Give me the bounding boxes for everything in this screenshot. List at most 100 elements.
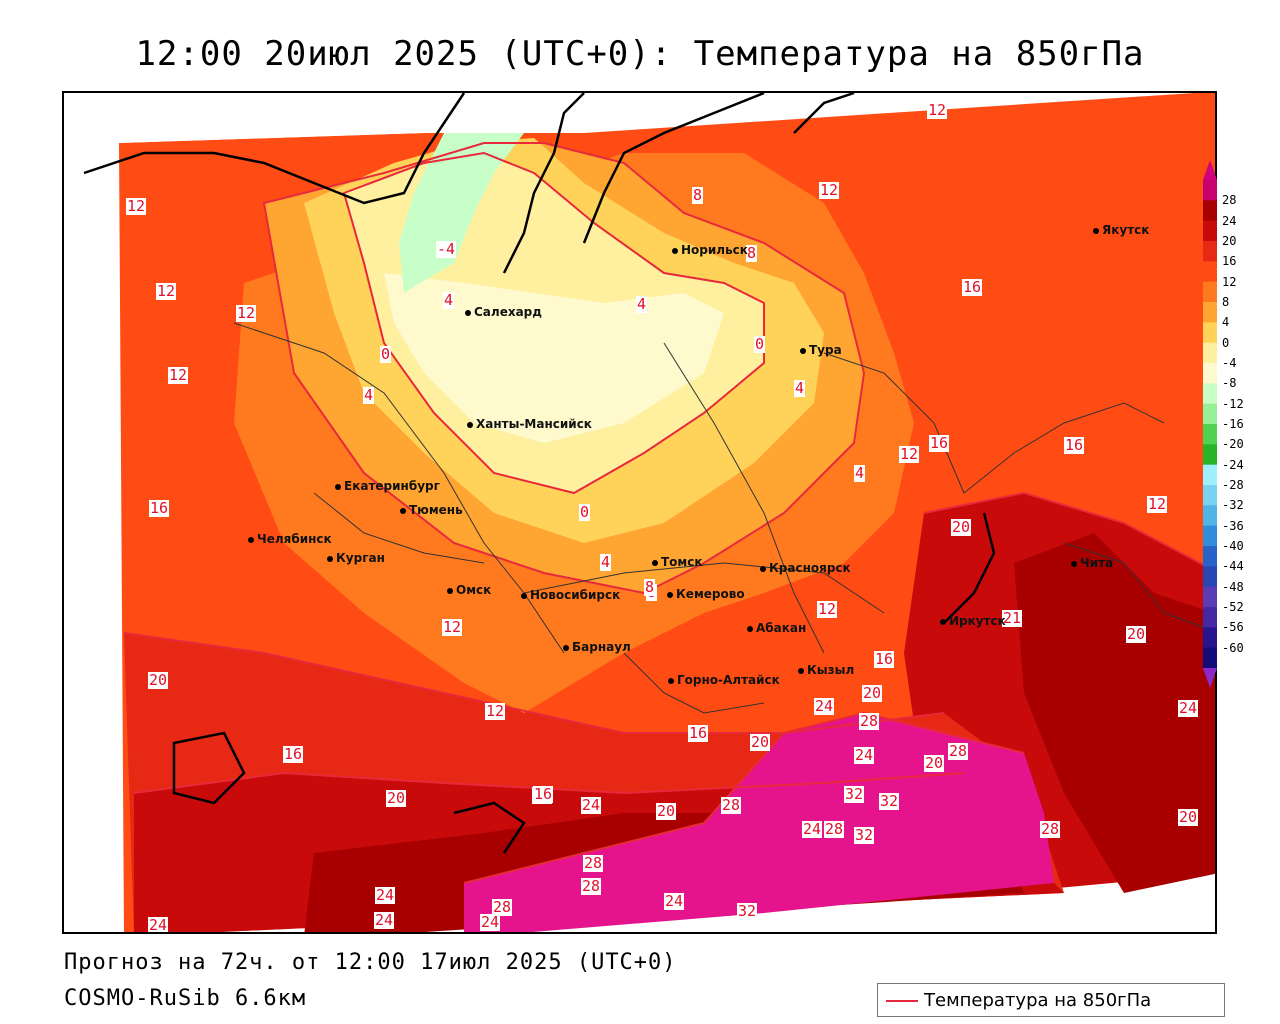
colorbar-arrow-top	[1203, 160, 1217, 180]
city-chita: Чита	[1070, 556, 1114, 570]
contour-label: 4	[363, 386, 375, 404]
contour-label: 12	[899, 445, 920, 463]
contour-label: 20	[1126, 625, 1147, 643]
model-name: COSMO-RuSib 6.6км	[64, 986, 307, 1011]
contour-label: 32	[844, 785, 865, 803]
contour-label: 16	[283, 745, 304, 763]
contour-label: 24	[664, 892, 685, 910]
contour-label: 4	[636, 295, 648, 313]
contour-label: 32	[854, 826, 875, 844]
colorbar-swatch	[1203, 180, 1217, 201]
city-khanty-mansiysk: Ханты-Мансийск	[467, 417, 592, 431]
city-krasnoyarsk: Красноярск	[760, 561, 851, 575]
colorbar-tick-label: -28	[1222, 478, 1244, 492]
colorbar-tick-label: 20	[1222, 234, 1237, 248]
contour-label: 24	[374, 911, 395, 929]
contour-label: 20	[656, 802, 677, 820]
contour-label: 20	[750, 733, 771, 751]
contour-label: 0	[579, 503, 591, 521]
contour-label: 28	[824, 820, 845, 838]
temperature-map[interactable]: 12 12 8 12 8 -4 4 12 12 16 0 0 4 4 12 16…	[62, 91, 1217, 934]
contour-label: 4	[854, 464, 866, 482]
colorbar-tick-label: -40	[1222, 539, 1244, 553]
colorbar-tick-label: -4	[1222, 356, 1237, 370]
colorbar-tick-label: -56	[1222, 620, 1244, 635]
contour-label: 20	[1178, 808, 1199, 826]
contour-label: 28	[492, 898, 513, 916]
contour-label: 0	[380, 345, 392, 363]
contour-label: 28	[859, 712, 880, 730]
contour-label: 24	[1178, 699, 1199, 717]
mint-zone	[399, 133, 524, 293]
contour-label: 24	[148, 916, 169, 934]
legend-box: Температура на 850гПа	[877, 983, 1225, 1017]
contour-label: 24	[581, 796, 602, 814]
colorbar-tick-label: -8	[1222, 376, 1237, 391]
colorbar-swatch	[1203, 424, 1217, 445]
map-title: 12:00 20июл 2025 (UTC+0): Температура на…	[135, 34, 1145, 74]
contour-label: 12	[485, 702, 506, 720]
colorbar-swatch	[1203, 281, 1217, 303]
colorbar-tick-label: -60	[1222, 640, 1244, 655]
colorbar-tick-label: -52	[1222, 600, 1244, 614]
colorbar-swatch	[1203, 322, 1217, 344]
legend-line-swatch	[886, 1000, 918, 1002]
colorbar-tick-label: -44	[1222, 559, 1244, 574]
contour-label: 20	[386, 789, 407, 807]
colorbar-swatch	[1203, 586, 1217, 608]
city-irkutsk: Иркутск	[940, 614, 1006, 628]
colorbar-tick-label: 12	[1222, 274, 1237, 289]
contour-label: 24	[854, 746, 875, 764]
isotherms	[123, 142, 1215, 884]
contour-label: 20	[924, 754, 945, 772]
city-gorno-altaysk: Горно-Алтайск	[668, 673, 780, 687]
colorbar-swatch	[1203, 383, 1217, 405]
colorbar-swatch	[1203, 546, 1217, 567]
city-yakutsk: Якутск	[1092, 223, 1150, 237]
contour-label: 24	[480, 913, 501, 931]
contour-label: -4	[436, 240, 457, 258]
contour-label: 4	[794, 379, 806, 397]
city-tyumen: Тюмень	[400, 503, 463, 517]
colorbar-swatch	[1203, 220, 1217, 242]
contour-label: 24	[802, 820, 823, 838]
contour-label: 28	[721, 796, 742, 814]
contour-label: 32	[737, 902, 758, 920]
contour-label: 20	[951, 518, 972, 536]
coastlines	[83, 93, 996, 854]
contour-label: 4	[443, 291, 455, 309]
colorbar-tick-label: 24	[1222, 213, 1237, 228]
colorbar-tick-label: -48	[1222, 579, 1244, 594]
contour-label: 32	[879, 792, 900, 810]
colorbar-swatch	[1203, 444, 1217, 466]
colorbar-swatch	[1203, 261, 1217, 283]
contour-label: 12	[927, 101, 948, 119]
contour-label: 28	[583, 854, 604, 872]
legend-label: Температура на 850гПа	[924, 990, 1152, 1011]
contour-label: 16	[149, 499, 170, 517]
contour-label: 12	[442, 618, 463, 636]
contour-label: 24	[814, 697, 835, 715]
colorbar-swatch	[1203, 627, 1217, 649]
colorbar-tick-label: -12	[1222, 396, 1244, 411]
contour-label: 0	[754, 335, 766, 353]
colorbar-swatch	[1203, 342, 1217, 364]
colorbar-tick-label: -20	[1222, 437, 1244, 452]
colorbar-swatch	[1203, 464, 1217, 486]
contour-label: 12	[1147, 495, 1168, 513]
contour-label: 16	[874, 650, 895, 668]
contour-label: 16	[929, 434, 950, 452]
contour-label: 8	[644, 578, 656, 596]
outside-domain-nw	[64, 93, 424, 932]
colorbar-tick-label: 8	[1222, 295, 1230, 309]
colorbar-swatch	[1203, 505, 1217, 527]
colorbar-tick-label: -32	[1222, 498, 1244, 513]
colorbar-arrow-bottom	[1203, 668, 1217, 688]
city-kemerovo: Кемерово	[667, 587, 745, 601]
contour-label: 28	[1040, 820, 1061, 838]
city-tura: Тура	[800, 343, 842, 357]
city-omsk: Омск	[446, 583, 492, 597]
colorbar-swatch	[1203, 647, 1217, 669]
contour-label: 16	[962, 278, 983, 296]
colorbar-swatch	[1203, 200, 1217, 222]
